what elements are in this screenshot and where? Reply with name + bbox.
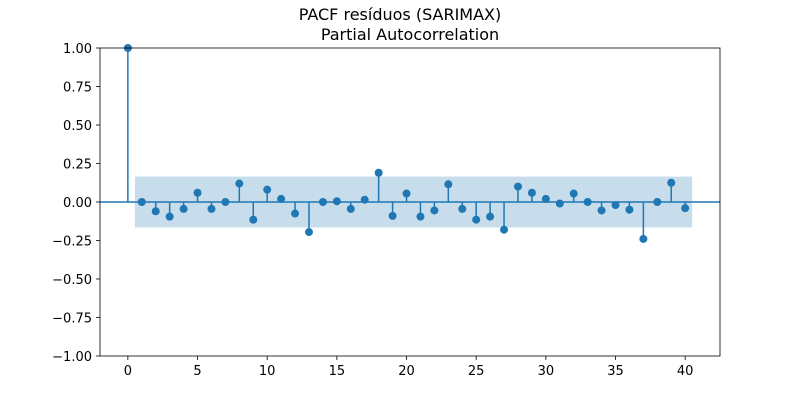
stem-marker-lag-23 — [444, 180, 453, 189]
stem-marker-lag-4 — [179, 204, 188, 213]
stem-marker-lag-33 — [583, 198, 592, 206]
x-tick-label: 10 — [259, 364, 276, 379]
y-tick-label: −1.00 — [52, 350, 92, 365]
x-tick-label: 20 — [398, 364, 415, 379]
stem-marker-lag-5 — [193, 188, 202, 197]
stem-marker-lag-10 — [263, 185, 272, 194]
stem-marker-lag-18 — [374, 168, 383, 177]
figure-title: PACF resíduos (SARIMAX) — [298, 5, 502, 24]
x-tick-label: 5 — [193, 364, 201, 379]
stem-marker-lag-6 — [207, 204, 216, 213]
stem-marker-lag-1 — [137, 198, 146, 206]
stem-marker-lag-11 — [277, 194, 286, 203]
stem-marker-lag-28 — [513, 182, 522, 191]
stem-marker-lag-2 — [151, 207, 160, 216]
stem-marker-lag-12 — [291, 209, 300, 218]
stem-marker-lag-29 — [527, 188, 536, 197]
x-tick-label: 25 — [468, 364, 485, 379]
stem-marker-lag-31 — [555, 199, 564, 208]
y-tick-label: −0.75 — [52, 312, 92, 327]
x-tick-label: 15 — [329, 364, 346, 379]
x-tick-label: 0 — [124, 364, 132, 379]
stem-marker-lag-13 — [304, 228, 313, 237]
y-tick-label: 0.25 — [63, 158, 92, 173]
y-tick-label: 0.00 — [63, 196, 92, 211]
stem-marker-lag-40 — [681, 204, 690, 213]
stem-marker-lag-30 — [541, 194, 550, 203]
x-tick-label: 35 — [607, 364, 624, 379]
stem-marker-lag-15 — [332, 197, 341, 206]
stem-marker-lag-9 — [249, 215, 258, 224]
stem-marker-lag-7 — [221, 198, 230, 206]
stem-marker-lag-35 — [611, 201, 620, 210]
y-tick-label: 0.75 — [63, 81, 92, 96]
stem-marker-lag-24 — [458, 204, 467, 213]
stem-marker-lag-32 — [569, 189, 578, 198]
stem-marker-lag-8 — [235, 179, 244, 188]
stem-marker-lag-37 — [639, 234, 648, 243]
stem-marker-lag-39 — [667, 178, 676, 187]
stem-marker-lag-16 — [346, 204, 355, 213]
stem-marker-lag-38 — [653, 198, 662, 206]
chart-title: Partial Autocorrelation — [321, 25, 499, 44]
x-tick-label: 40 — [677, 364, 694, 379]
y-tick-label: 0.50 — [63, 119, 92, 134]
y-tick-label: −0.25 — [52, 235, 92, 250]
y-tick-label: 1.00 — [63, 42, 92, 57]
stem-marker-lag-19 — [388, 211, 397, 220]
stem-marker-lag-26 — [486, 212, 495, 221]
stem-marker-lag-25 — [472, 215, 481, 224]
stem-marker-lag-36 — [625, 205, 634, 214]
stem-marker-lag-21 — [416, 212, 425, 221]
stem-marker-lag-22 — [430, 206, 439, 215]
stem-marker-lag-14 — [318, 198, 327, 206]
stem-marker-lag-34 — [597, 206, 606, 215]
x-tick-label: 30 — [538, 364, 555, 379]
stem-marker-lag-3 — [165, 212, 174, 221]
stem-marker-lag-27 — [500, 225, 509, 234]
stem-marker-lag-17 — [360, 195, 369, 204]
y-tick-label: −0.50 — [52, 273, 92, 288]
stem-marker-lag-20 — [402, 189, 411, 198]
